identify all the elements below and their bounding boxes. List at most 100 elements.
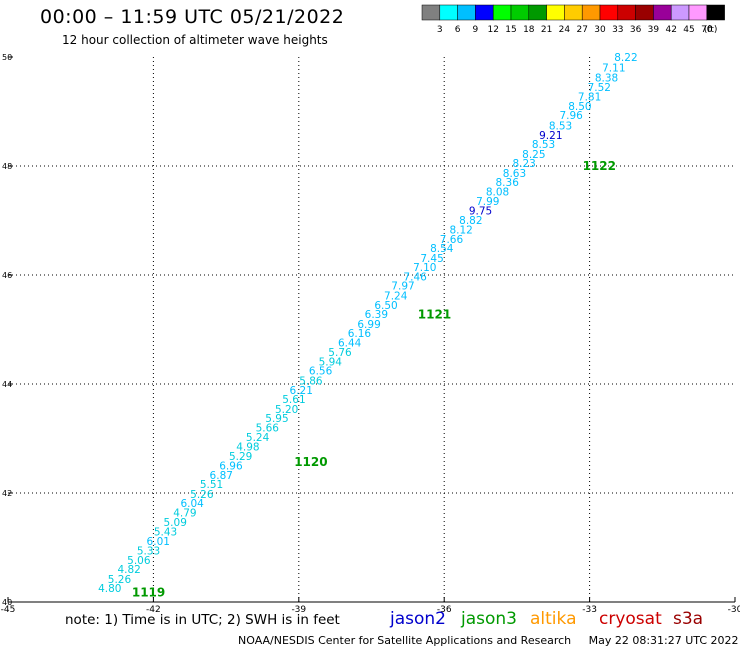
y-tick-label: 48	[2, 162, 12, 171]
colorbar-label: 45	[683, 25, 694, 35]
footer-credit: NOAA/NESDIS Center for Satellite Applica…	[238, 634, 739, 647]
x-tick-label: -39	[291, 605, 306, 615]
swh-value-label: 7.99	[476, 196, 499, 208]
colorbar-swatch	[670, 4, 690, 21]
credit-text: NOAA/NESDIS Center for Satellite Applica…	[238, 634, 572, 647]
swh-value-label: 7.66	[440, 234, 464, 246]
swh-value-label: 7.52	[588, 82, 611, 94]
swh-value-label: 5.20	[275, 404, 298, 416]
swh-value-label: 6.50	[374, 300, 397, 312]
swh-value-label: 8.08	[486, 186, 509, 198]
swh-value-label: 7.10	[413, 262, 436, 274]
pass-time-label: 1120	[294, 455, 327, 469]
swh-value-label: 8.50	[568, 101, 591, 113]
colorbar-label: 15	[505, 25, 516, 35]
swh-value-label: 4.98	[236, 441, 259, 453]
y-tick-label: 50	[2, 53, 12, 62]
swh-value-label: 4.82	[117, 564, 140, 576]
swh-value-label: 5.66	[256, 422, 280, 434]
grid-lines	[8, 57, 735, 602]
axes: -45 -42 -39 -36 -33 -30 40 42 44 46 48 50	[1, 53, 740, 615]
swh-value-label: 5.61	[282, 394, 305, 406]
y-tick-label: 46	[2, 271, 12, 280]
colorbar-label: 3	[437, 25, 443, 35]
colorbar-label: 12	[487, 25, 498, 35]
swh-value-label: 8.63	[503, 168, 526, 180]
swh-value-label: 7.11	[602, 63, 625, 75]
colorbar-swatch	[421, 4, 441, 21]
swh-value-label: 7.46	[403, 271, 427, 283]
y-tick-label: 44	[2, 380, 12, 389]
legend-cryosat: cryosat	[599, 609, 662, 629]
timestamp-text: May 22 08:31:27 UTC 2022	[588, 634, 739, 647]
pass-annotations: 1122 1121 1120 1119	[132, 159, 616, 600]
legend-jason3: jason3	[461, 609, 517, 629]
swh-value-label: 5.09	[164, 517, 187, 529]
swh-value-label: 8.22	[614, 52, 637, 64]
swh-value-label: 6.56	[309, 366, 333, 378]
colorbar-swatch	[564, 4, 583, 21]
swh-value-label: 8.23	[512, 158, 535, 170]
swh-value-label: 8.25	[522, 149, 545, 161]
swh-value-label: 5.26	[108, 574, 132, 586]
colorbar-label: 42	[665, 25, 676, 35]
x-tick-label: -45	[1, 605, 16, 615]
footer-note: note: 1) Time is in UTC; 2) SWH is in fe…	[65, 612, 340, 628]
colorbar-label: 33	[612, 25, 623, 35]
colorbar-label: 30	[594, 25, 606, 35]
colorbar-swatch	[599, 4, 619, 21]
swh-value-label: 9.21	[539, 130, 562, 142]
swh-value-label: 6.21	[290, 385, 313, 397]
swh-value-label: 8.82	[459, 215, 482, 227]
swh-value-label: 6.04	[180, 498, 204, 510]
pass-time-label: 1121	[418, 308, 451, 322]
swh-value-label: 7.45	[420, 253, 443, 265]
colorbar-swatch	[635, 4, 654, 21]
swh-value-label: 5.43	[154, 527, 177, 539]
pass-time-label: 1119	[132, 586, 165, 600]
colorbar-swatch	[528, 4, 547, 21]
swh-value-label: 7.81	[578, 92, 601, 104]
swh-value-label: 6.16	[348, 328, 372, 340]
colorbar-unit: (ft)	[704, 25, 718, 35]
legend-altika: altika	[530, 609, 577, 629]
x-tick-label: -30	[728, 605, 740, 615]
colorbar-swatch	[510, 4, 530, 21]
colorbar-swatch	[617, 4, 636, 21]
swh-value-label: 5.86	[299, 376, 323, 388]
swh-value-label: 5.29	[229, 451, 252, 463]
colorbar-label: 36	[630, 25, 642, 35]
swh-value-label: 5.06	[127, 555, 151, 567]
swh-value-label: 5.95	[265, 413, 288, 425]
swh-value-label: 8.54	[430, 243, 454, 255]
y-tick-label: 40	[2, 598, 12, 607]
colorbar-label: 24	[559, 25, 571, 35]
swh-value-label: 8.53	[549, 120, 572, 132]
colorbar-swatch	[581, 4, 601, 21]
y-tick-label: 42	[2, 489, 12, 498]
colorbar-label: 9	[473, 25, 479, 35]
chart-title: 00:00 – 11:59 UTC 05/21/2022	[40, 6, 345, 28]
colorbar-label: 39	[648, 25, 660, 35]
swh-value-label: 8.36	[496, 177, 520, 189]
pass-time-label: 1122	[583, 159, 616, 173]
legend-jason2: jason2	[390, 609, 446, 629]
colorbar-swatch	[492, 4, 512, 21]
swh-value-label: 5.24	[246, 432, 270, 444]
swh-value-label: 5.51	[200, 479, 223, 491]
colorbar-swatch	[706, 4, 725, 21]
legend-s3a: s3a	[673, 609, 704, 629]
colorbar-swatch	[457, 4, 476, 21]
swh-value-label: 5.33	[137, 546, 160, 558]
swh-value-label: 8.53	[532, 139, 555, 151]
swh-value-label: 7.97	[391, 281, 414, 293]
swh-value-label: 5.76	[328, 347, 352, 359]
x-tick-label: -36	[437, 605, 452, 615]
swh-value-label: 4.79	[173, 507, 196, 519]
swh-value-label: 4.80	[98, 583, 121, 595]
swh-value-label: 8.12	[449, 225, 472, 237]
colorbar-swatch	[475, 4, 494, 21]
colorbar-swatch	[653, 4, 672, 21]
colorbar-swatch	[688, 4, 708, 21]
